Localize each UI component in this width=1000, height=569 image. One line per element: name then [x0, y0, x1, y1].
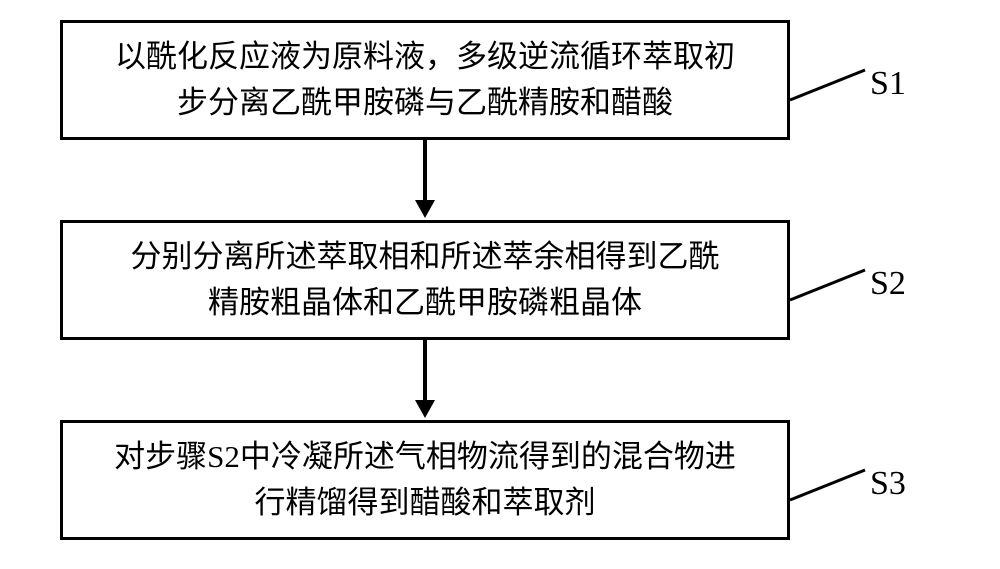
flowchart-canvas: 以酰化反应液为原料液，多级逆流循环萃取初 步分离乙酰甲胺磷与乙酰精胺和醋酸 S1…: [0, 0, 1000, 569]
step-label-s3: S3: [870, 465, 906, 503]
connector-s3: [0, 0, 1000, 569]
